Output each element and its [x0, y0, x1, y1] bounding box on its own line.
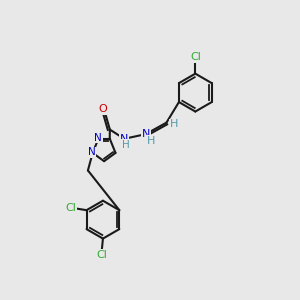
Text: O: O	[98, 104, 107, 114]
Text: Cl: Cl	[65, 203, 76, 213]
Text: Cl: Cl	[190, 52, 201, 62]
Text: H: H	[170, 119, 178, 130]
Text: H: H	[147, 136, 155, 146]
Text: N: N	[120, 134, 128, 144]
Text: H: H	[122, 140, 130, 150]
Text: N: N	[88, 147, 95, 158]
Text: Cl: Cl	[96, 250, 107, 260]
Text: N: N	[94, 133, 102, 143]
Text: N: N	[142, 129, 150, 139]
